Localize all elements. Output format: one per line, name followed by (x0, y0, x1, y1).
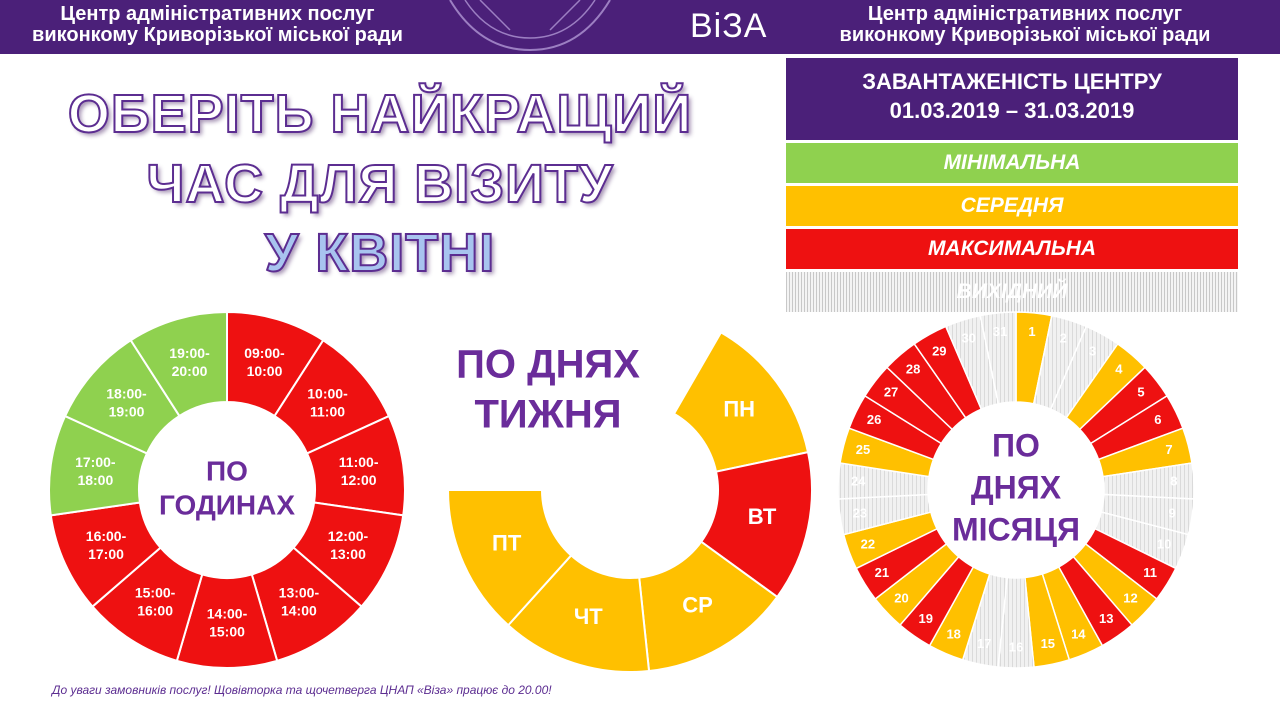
month-day-label: 11 (1143, 565, 1157, 580)
month-day-label: 5 (1137, 385, 1144, 400)
legend-heading-title: ЗАВАНТАЖЕНІСТЬ ЦЕНТРУ (862, 69, 1162, 94)
organization-name-line2: виконкому Криворізької міської ради (839, 24, 1211, 46)
legend-heading-period: 01.03.2019 – 31.03.2019 (889, 98, 1135, 123)
hour-segment-label: 15:00- (135, 585, 176, 601)
hour-segment-label: 09:00- (244, 345, 285, 361)
month-day-label: 7 (1165, 442, 1172, 457)
month-day-label: 31 (993, 324, 1007, 339)
hour-segment-label: 16:00 (137, 603, 173, 619)
month-day-label: 25 (856, 442, 870, 457)
hour-segment-label: 19:00 (109, 404, 145, 420)
weekdays-donut-chart: ПН ВТ СР ЧТ ПТ ПО ДНЯХ ТИЖНЯ (446, 331, 813, 673)
hour-segment (129, 310, 228, 418)
chart-center-label: МІСЯЦЯ (952, 511, 1080, 547)
month-day-label: 13 (1099, 611, 1113, 626)
organization-name-left: Центр адміністративних послуг виконкому … (20, 4, 415, 46)
hour-segment-label: 10:00 (247, 363, 283, 379)
month-day-label: 8 (1170, 473, 1177, 488)
weekday-label: ВТ (748, 504, 777, 529)
month-day-label: 15 (1041, 636, 1055, 651)
month-day-label: 21 (875, 565, 889, 580)
month-day-label: 16 (1009, 639, 1023, 654)
hour-segment-label: 11:00 (310, 404, 345, 420)
chart-center-label: ТИЖНЯ (475, 393, 622, 437)
legend-heading: ЗАВАНТАЖЕНІСТЬ ЦЕНТРУ 01.03.2019 – 31.03… (786, 58, 1238, 140)
organization-name-right: Центр адміністративних послуг виконкому … (820, 4, 1230, 46)
month-day-label: 6 (1154, 412, 1161, 427)
month-day-label: 3 (1089, 343, 1096, 358)
decorative-seal-graphic (449, 0, 611, 52)
month-day-label: 20 (894, 590, 908, 605)
hour-segment-label: 10:00- (307, 386, 348, 402)
legend-minimal: МІНІМАЛЬНА (786, 143, 1238, 183)
hour-segment-label: 17:00- (75, 454, 116, 470)
organization-name-line1: Центр адміністративних послуг (867, 3, 1183, 25)
month-day-label: 26 (867, 412, 881, 427)
hour-segment-label: 16:00- (86, 528, 127, 544)
footer-note: До уваги замовників послуг! Щовівторка т… (52, 683, 552, 697)
hour-segment-label: 14:00- (207, 606, 248, 622)
month-day-label: 29 (932, 343, 946, 358)
hour-segment-label: 19:00- (169, 345, 210, 361)
chart-center-label: ДНЯХ (971, 469, 1062, 505)
legend-medium: СЕРЕДНЯ (786, 186, 1238, 226)
hour-segment-label: 18:00- (106, 386, 147, 402)
month-day-label: 22 (861, 536, 875, 551)
chart-center-label: ПО (992, 427, 1040, 463)
month-day-label: 24 (851, 473, 866, 488)
hour-segment-label: 17:00 (88, 546, 124, 562)
month-day-label: 19 (919, 611, 933, 626)
month-days-donut-chart: 1 234567891011121314151617181920212223242… (837, 311, 1195, 669)
chart-center-label: ПО ДНЯХ (456, 343, 640, 387)
legend-day-off: ВИХІДНИЙ (786, 272, 1238, 312)
weekday-segment (446, 489, 573, 627)
month-day-label: 12 (1123, 590, 1137, 605)
hour-segment-label: 12:00- (328, 528, 369, 544)
hour-segment-label: 14:00 (281, 603, 317, 619)
month-day-segment (979, 311, 1017, 405)
month-day-label: 30 (961, 331, 975, 346)
load-legend: ЗАВАНТАЖЕНІСТЬ ЦЕНТРУ 01.03.2019 – 31.03… (786, 58, 1238, 312)
hours-donut-chart: 09:00- 10:00 10:00- 11:00 11:00- 12:00 12:00- 1… (48, 310, 406, 669)
organization-name-line2: виконкому Криворізької міської ради (32, 24, 403, 46)
chart-center-label: ГОДИНАХ (159, 489, 295, 520)
header-bar: Центр адміністративних послуг виконкому … (0, 0, 1280, 54)
weekday-label: ПН (723, 396, 755, 421)
month-day-label: 14 (1071, 627, 1086, 642)
weekday-label: СР (682, 593, 713, 618)
chart-center-label: ПО (206, 455, 248, 486)
headline-line-2: ЧАС ДЛЯ ВІЗИТУ (146, 153, 614, 215)
hour-segment-label: 15:00 (209, 624, 245, 640)
month-day-label: 17 (977, 636, 991, 651)
organization-name-line1: Центр адміністративних послуг (60, 3, 375, 25)
month-day-label: 10 (1157, 536, 1171, 551)
headline-line-1: ОБЕРІТЬ НАЙКРАЩИЙ (67, 83, 693, 145)
legend-maximal: МАКСИМАЛЬНА (786, 229, 1238, 269)
hour-segment-label: 13:00 (330, 546, 366, 562)
month-day-label: 1 (1028, 324, 1035, 339)
month-day-label: 4 (1115, 362, 1123, 377)
weekday-label: ПТ (492, 531, 522, 556)
month-day-label: 23 (853, 505, 867, 520)
viza-logo: ВіЗА (690, 7, 768, 45)
month-day-label: 28 (906, 362, 920, 377)
hour-segment-label: 11:00- (339, 454, 379, 470)
month-day-label: 27 (884, 385, 898, 400)
month-day-label: 18 (946, 627, 960, 642)
hour-segment-label: 20:00 (172, 363, 208, 379)
weekday-label: ЧТ (574, 604, 603, 629)
hour-segment-label: 12:00 (341, 472, 377, 488)
month-day-label: 9 (1169, 505, 1176, 520)
hour-segment-label: 18:00 (77, 472, 113, 488)
month-day-label: 2 (1060, 331, 1067, 346)
headline-line-3: У КВІТНІ (264, 222, 496, 284)
hour-segment-label: 13:00- (279, 585, 320, 601)
